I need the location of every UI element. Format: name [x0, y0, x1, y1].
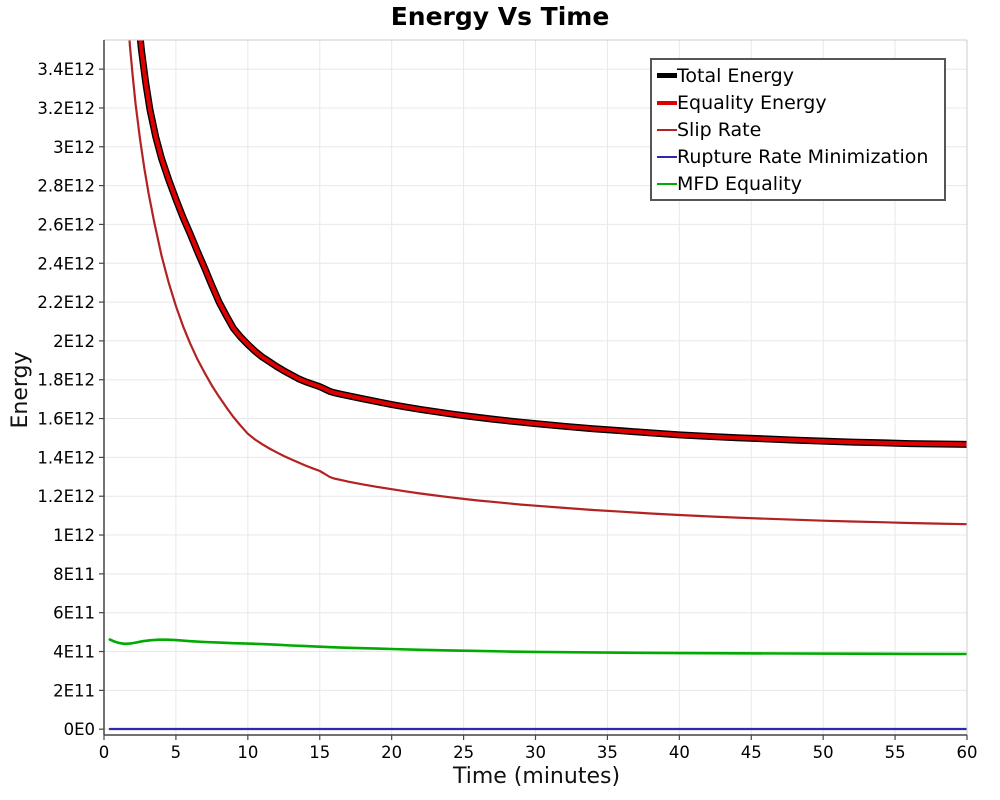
y-tick-label: 3.2E12: [37, 99, 95, 118]
legend-item-total-energy: Total Energy: [657, 63, 944, 89]
y-tick-label: 6E11: [53, 604, 95, 623]
x-tick-label: 45: [741, 743, 762, 762]
legend-swatch-icon: [657, 155, 677, 158]
y-tick-label: 2E11: [53, 681, 95, 700]
y-tick-label: 2.4E12: [37, 254, 95, 273]
y-tick-label: 1.8E12: [37, 371, 95, 390]
legend-item-rupture-rate-minimization: Rupture Rate Minimization: [657, 144, 944, 170]
series-line-mfd-equality: [108, 638, 967, 656]
series-group: [108, 40, 967, 731]
legend-item-equality-energy: Equality Energy: [657, 90, 944, 116]
y-tick-label: 1.4E12: [37, 448, 95, 467]
y-tick-label: 2.8E12: [37, 177, 95, 196]
legend: Total Energy Equality Energy Slip Rate Rupt…: [650, 58, 946, 201]
y-tick-label: 2.6E12: [37, 215, 95, 234]
x-tick-label: 5: [171, 743, 182, 762]
y-tick-label: 8E11: [53, 565, 95, 584]
legend-swatch-icon: [657, 182, 677, 185]
legend-swatch-icon: [657, 128, 677, 131]
series-line-slip-rate: [128, 40, 967, 526]
x-tick-label: 50: [813, 743, 834, 762]
x-tick-label: 35: [597, 743, 618, 762]
y-tick-label: 4E11: [53, 643, 95, 662]
y-tick-label: 1E12: [53, 526, 95, 545]
x-tick-label: 15: [309, 743, 330, 762]
legend-swatch-icon: [657, 100, 677, 105]
x-tick-label: 25: [453, 743, 474, 762]
legend-label: MFD Equality: [677, 172, 802, 195]
legend-swatch-icon: [657, 73, 677, 78]
y-tick-label: 1.6E12: [37, 410, 95, 429]
legend-item-slip-rate: Slip Rate: [657, 117, 944, 143]
chart-title: Energy Vs Time: [390, 2, 610, 31]
legend-label: Equality Energy: [677, 91, 827, 114]
legend-label: Rupture Rate Minimization: [677, 145, 929, 168]
legend-label: Total Energy: [677, 64, 794, 87]
x-tick-label: 55: [885, 743, 906, 762]
x-tick-label: 10: [237, 743, 258, 762]
y-tick-label: 1.2E12: [37, 487, 95, 506]
y-tick-label: 2E12: [53, 332, 95, 351]
x-axis-title: Time (minutes): [452, 764, 621, 789]
legend-item-mfd-equality: MFD Equality: [657, 171, 944, 197]
y-tick-label: 3E12: [53, 138, 95, 157]
ticks: [99, 68, 968, 740]
x-tick-label: 0: [99, 743, 110, 762]
legend-label: Slip Rate: [677, 118, 762, 141]
x-tick-label: 20: [381, 743, 402, 762]
y-tick-label: 0E0: [64, 720, 95, 739]
x-tick-label: 40: [669, 743, 690, 762]
x-tick-label: 30: [525, 743, 546, 762]
tick-labels: 0 5 10 15 20 25 30 35 40 45 50 55 60 0E0 2E11 4E11 6E11 8…: [37, 60, 977, 762]
y-tick-label: 2.2E12: [37, 293, 95, 312]
series-line-equality-energy: [138, 40, 967, 447]
y-axis-title: Energy: [8, 351, 33, 429]
y-tick-label: 3.4E12: [37, 60, 95, 79]
x-tick-label: 60: [957, 743, 978, 762]
